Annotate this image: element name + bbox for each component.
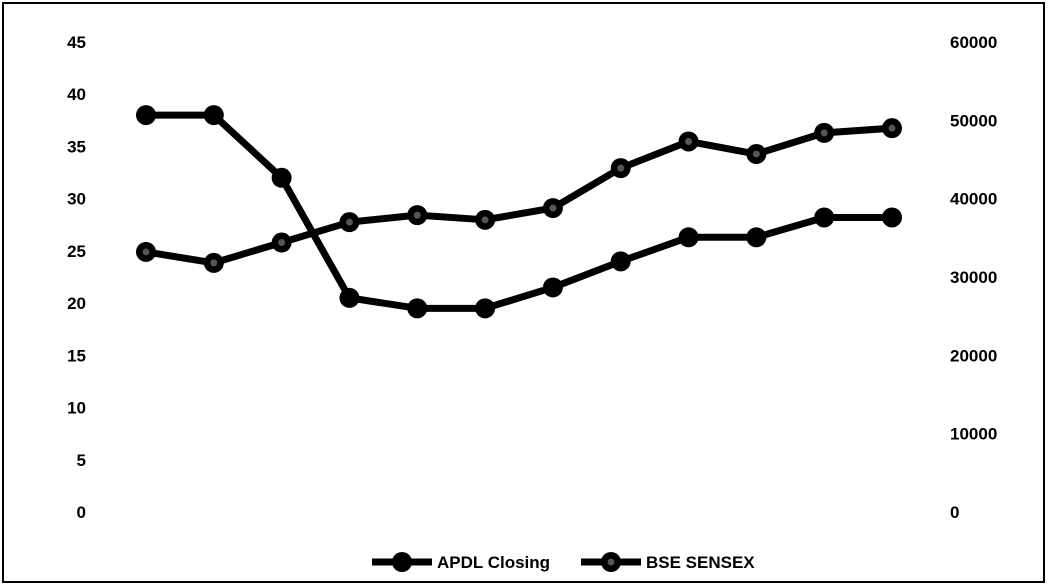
right-axis-tick-label: 40000 <box>950 190 997 209</box>
data-point-apdl-closing <box>136 105 156 126</box>
legend-marker-center-bse-sensex <box>607 558 615 566</box>
right-axis-tick-label: 50000 <box>950 111 997 130</box>
data-point-apdl-closing <box>271 167 292 188</box>
left-axis-tick-label: 10 <box>67 399 86 418</box>
data-point-apdl-closing <box>475 298 496 319</box>
data-point-center-bse-sensex <box>481 216 489 224</box>
left-axis-tick-label: 5 <box>77 451 86 470</box>
series-line-bse-sensex <box>142 124 896 267</box>
data-point-apdl-closing <box>746 227 767 248</box>
left-axis-tick-label: 25 <box>67 242 86 261</box>
data-point-apdl-closing <box>542 277 563 298</box>
data-point-center-bse-sensex <box>210 259 218 267</box>
right-axis-tick-label: 20000 <box>950 346 997 365</box>
data-point-center-bse-sensex <box>345 218 353 226</box>
data-point-apdl-closing <box>203 105 224 126</box>
data-point-apdl-closing <box>610 251 631 272</box>
data-point-apdl-closing <box>339 287 360 308</box>
left-axis-tick-label: 30 <box>67 190 86 209</box>
right-axis-tick-label: 60000 <box>950 33 997 52</box>
data-point-center-bse-sensex <box>888 124 896 132</box>
right-axis-tick-label: 30000 <box>950 268 997 287</box>
left-axis-tick-label: 0 <box>77 503 86 522</box>
left-axis-tick-label: 15 <box>67 346 86 365</box>
left-axis-tick-label: 40 <box>67 85 86 104</box>
data-point-center-bse-sensex <box>617 164 625 172</box>
legend-marker-apdl-closing <box>392 552 412 572</box>
data-point-apdl-closing <box>407 298 428 319</box>
data-point-center-bse-sensex <box>549 204 557 212</box>
left-axis-tick-label: 45 <box>67 33 86 52</box>
series-line-apdl-closing <box>142 111 896 312</box>
data-point-center-bse-sensex <box>685 137 693 145</box>
data-point-apdl-closing <box>678 227 699 248</box>
data-point-center-bse-sensex <box>820 129 828 137</box>
data-point-center-bse-sensex <box>142 248 150 256</box>
data-point-center-bse-sensex <box>752 150 760 158</box>
data-point-apdl-closing <box>882 207 902 228</box>
left-axis-tick-label: 35 <box>67 137 86 156</box>
data-point-apdl-closing <box>814 207 835 228</box>
right-axis-tick-label: 0 <box>950 503 959 522</box>
right-axis-tick-label: 10000 <box>950 425 997 444</box>
legend-label-bse-sensex: BSE SENSEX <box>646 553 755 572</box>
left-axis-tick-label: 20 <box>67 294 86 313</box>
legend-label-apdl-closing: APDL Closing <box>437 553 550 572</box>
data-point-center-bse-sensex <box>278 239 286 247</box>
data-point-center-bse-sensex <box>413 211 421 219</box>
